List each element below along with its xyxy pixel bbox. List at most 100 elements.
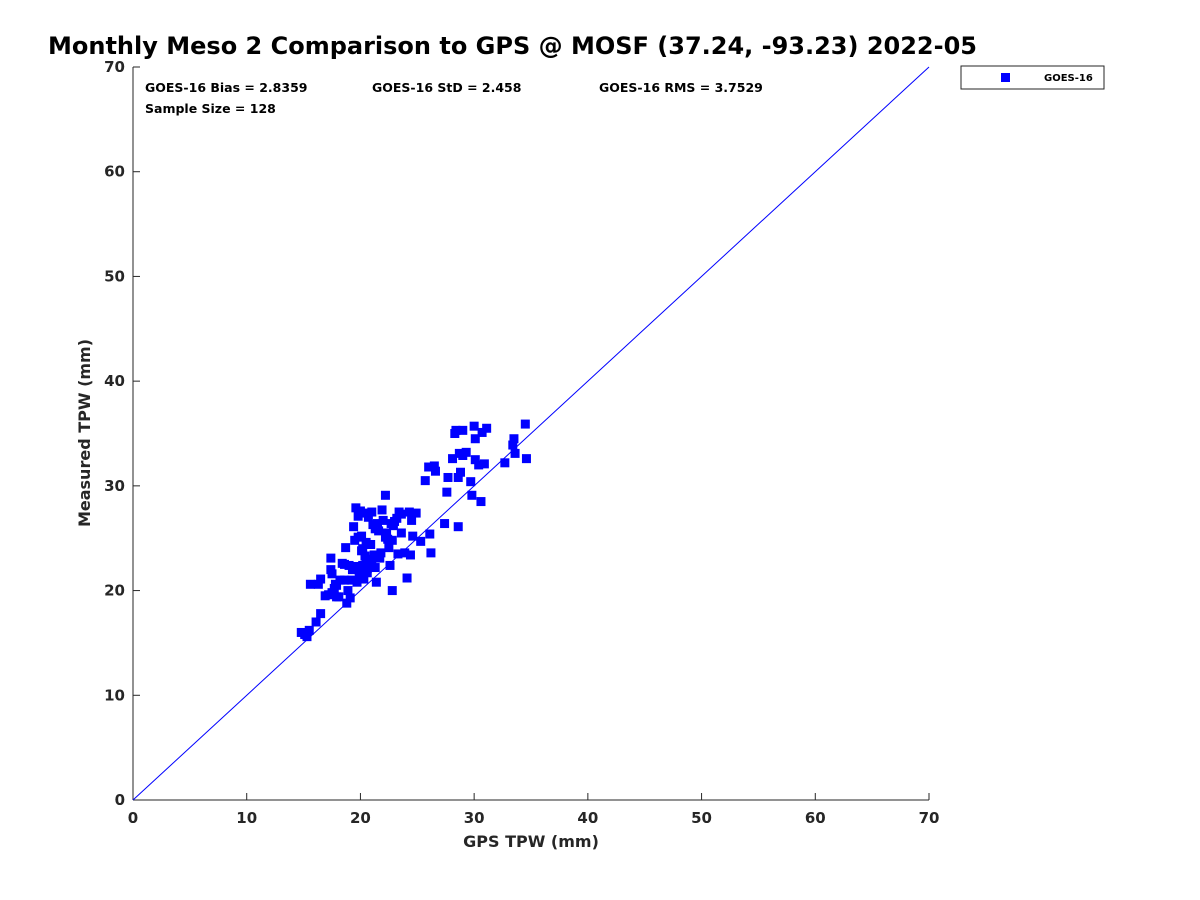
data-point — [376, 548, 386, 558]
data-point — [326, 553, 336, 563]
data-point — [396, 509, 406, 519]
data-point — [387, 586, 397, 596]
data-point — [461, 447, 471, 457]
data-point — [337, 558, 347, 568]
data-point — [429, 461, 439, 471]
data-point — [354, 571, 364, 581]
data-point — [396, 528, 406, 538]
data-point — [424, 462, 434, 472]
data-point — [453, 522, 463, 532]
tick-marks — [132, 66, 930, 801]
data-point — [467, 490, 477, 500]
y-tick-label-7: 70 — [104, 58, 125, 76]
data-point — [416, 536, 426, 546]
x-tick-label-1: 10 — [236, 809, 257, 827]
data-point — [371, 577, 381, 587]
data-points — [296, 419, 531, 642]
data-point — [316, 609, 326, 619]
data-point — [408, 531, 418, 541]
std-annotation: GOES-16 StD = 2.458 — [372, 80, 521, 95]
y-tick-label-3: 30 — [104, 477, 125, 495]
data-point — [380, 490, 390, 500]
data-point — [334, 592, 344, 602]
tick-labels: 0 10 20 30 40 50 60 70 0 10 20 30 40 50 60 70 — [104, 58, 939, 827]
x-tick-label-0: 0 — [128, 809, 138, 827]
data-point — [353, 511, 363, 521]
data-point — [469, 421, 479, 431]
data-point — [510, 448, 520, 458]
one-to-one-line — [132, 66, 930, 801]
data-point — [425, 529, 435, 539]
data-point — [354, 566, 364, 576]
data-point — [402, 573, 412, 583]
sample-size-annotation: Sample Size = 128 — [145, 101, 276, 116]
data-point — [426, 548, 436, 558]
data-point — [458, 425, 468, 435]
data-point — [361, 537, 371, 547]
data-point — [357, 531, 367, 541]
y-axis-label: Measured TPW (mm) — [75, 339, 94, 527]
data-point — [341, 543, 351, 553]
data-point — [455, 467, 465, 477]
x-axis-label: GPS TPW (mm) — [463, 832, 599, 851]
legend-marker-goes16 — [1001, 73, 1010, 82]
data-point — [370, 563, 380, 573]
data-point — [362, 564, 372, 574]
data-point — [372, 519, 382, 529]
data-point — [327, 569, 337, 579]
x-tick-label-4: 40 — [577, 809, 598, 827]
legend: GOES-16 — [960, 65, 1105, 90]
data-point — [367, 507, 377, 517]
data-point — [474, 460, 484, 470]
chart-title: Monthly Meso 2 Comparison to GPS @ MOSF … — [48, 32, 977, 60]
data-point — [342, 598, 352, 608]
rms-annotation: GOES-16 RMS = 3.7529 — [599, 80, 763, 95]
y-tick-label-5: 50 — [104, 267, 125, 285]
x-tick-label-5: 50 — [691, 809, 712, 827]
data-point — [443, 472, 453, 482]
data-point — [392, 513, 402, 523]
data-point — [479, 459, 489, 469]
data-point — [304, 625, 314, 635]
data-point — [359, 508, 369, 518]
data-point — [313, 579, 323, 589]
data-point — [349, 522, 359, 532]
y-tick-label-0: 0 — [115, 791, 125, 809]
reference-line-group — [132, 66, 930, 801]
data-point — [383, 534, 393, 544]
data-point — [466, 477, 476, 487]
y-tick-label-6: 60 — [104, 163, 125, 181]
data-point — [470, 434, 480, 444]
data-point — [385, 560, 395, 570]
data-point — [366, 539, 376, 549]
data-point — [382, 528, 392, 538]
data-point — [411, 508, 421, 518]
data-point — [407, 515, 417, 525]
x-tick-label-6: 60 — [805, 809, 826, 827]
data-point — [377, 505, 387, 515]
data-point — [384, 543, 394, 553]
data-point — [400, 548, 410, 558]
data-point — [387, 535, 397, 545]
data-point — [332, 580, 342, 590]
data-point — [448, 454, 458, 464]
data-point — [500, 458, 510, 468]
data-point — [508, 440, 518, 450]
data-point — [346, 575, 356, 585]
legend-label-goes16: GOES-16 — [1044, 73, 1093, 84]
data-point — [311, 617, 321, 627]
data-point — [442, 487, 452, 497]
data-point — [476, 497, 486, 507]
data-point — [316, 574, 326, 584]
data-point — [520, 419, 530, 429]
y-tick-label-2: 20 — [104, 582, 125, 600]
data-point — [404, 507, 414, 517]
data-point — [405, 550, 415, 560]
x-tick-label-7: 70 — [919, 809, 940, 827]
data-point — [440, 519, 450, 529]
data-point — [357, 546, 367, 556]
data-point — [453, 472, 463, 482]
x-tick-label-3: 30 — [464, 809, 485, 827]
data-point — [367, 554, 377, 564]
